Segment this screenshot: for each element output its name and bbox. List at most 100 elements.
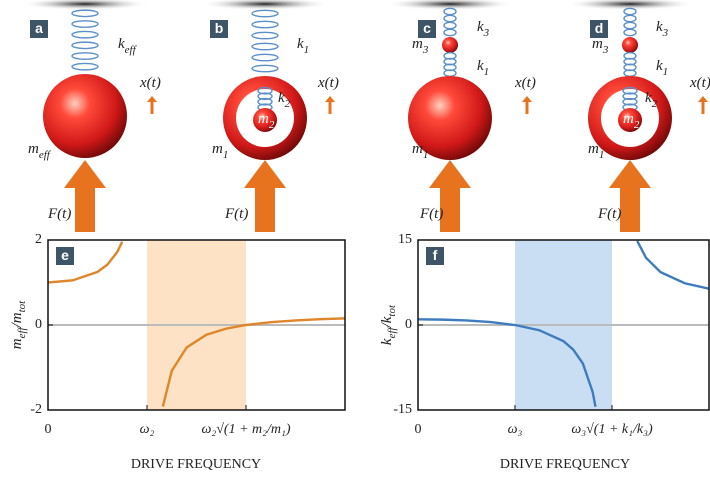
label-text: m — [28, 141, 39, 157]
x-tick-label: 0 — [415, 422, 422, 437]
label-text: x(t) — [514, 75, 536, 91]
label: m3 — [592, 36, 609, 55]
y-tick-label: -15 — [393, 402, 412, 417]
panel-label: c — [423, 20, 431, 36]
spring-coil — [444, 29, 456, 35]
label-text: F(t) — [224, 206, 248, 222]
label-subscript: eff — [39, 149, 52, 161]
y-tick-label: 0 — [405, 317, 412, 332]
label: x(t) — [317, 75, 339, 91]
spring — [72, 10, 98, 70]
label: F(t) — [224, 206, 248, 222]
displacement-arrow — [522, 96, 532, 114]
label-text: x(t) — [139, 75, 161, 91]
label: k1 — [477, 58, 489, 77]
label-subscript: 1 — [423, 149, 429, 161]
y-tick-label: 2 — [35, 232, 42, 247]
spring-coil — [252, 54, 278, 60]
label-text: x(t) — [317, 75, 339, 91]
label: F(t) — [47, 206, 71, 222]
y-tick-label: 0 — [35, 317, 42, 332]
label-subscript: 1 — [663, 66, 669, 78]
spring-coil — [252, 32, 278, 38]
label-text: m — [412, 36, 423, 52]
label-subscript: 2 — [269, 119, 275, 131]
spring — [624, 8, 636, 35]
y-label-text: /k — [379, 316, 395, 328]
spring-coil — [72, 63, 98, 69]
spring-coil — [72, 10, 98, 16]
panel-label: a — [35, 20, 43, 36]
label: F(t) — [597, 206, 621, 222]
y-label-subscript: tot — [386, 304, 398, 317]
label-subscript: 2 — [285, 98, 291, 110]
label-subscript: 1 — [484, 66, 490, 78]
label: k3 — [477, 19, 490, 38]
mass — [43, 74, 127, 158]
label: keff — [118, 36, 138, 55]
panel-label: b — [215, 20, 224, 36]
spring-coil — [72, 53, 98, 59]
spring — [252, 10, 278, 71]
ceiling — [20, 0, 150, 10]
label-text: F(t) — [597, 206, 621, 222]
spring-coil — [72, 42, 98, 48]
mass — [442, 37, 458, 53]
y-label-subscript: tot — [16, 300, 28, 313]
spring — [444, 8, 456, 35]
label-text: m — [623, 111, 634, 127]
spring — [624, 53, 636, 77]
label-subscript: 2 — [634, 119, 640, 131]
label: k1 — [297, 36, 309, 55]
label-subscript: 1 — [599, 149, 605, 161]
x-tick-label: ω₃√(1 + k₁/k₃) — [571, 422, 653, 437]
label: m1 — [212, 141, 228, 160]
label: m3 — [412, 36, 429, 55]
y-axis-label: keff/ktot — [379, 304, 397, 345]
label: x(t) — [514, 75, 536, 91]
label-subscript: 2 — [652, 98, 658, 110]
x-tick-label: ω₂ — [140, 422, 155, 437]
x-tick-label: 0 — [45, 422, 52, 437]
label: meff — [28, 141, 52, 160]
spring-coil — [444, 15, 456, 21]
displacement-arrow — [698, 96, 708, 114]
displacement-arrow — [325, 96, 335, 114]
label: k1 — [656, 58, 668, 77]
label-subscript: 3 — [602, 44, 609, 56]
spring-coil — [72, 31, 98, 37]
y-axis-label: meff/mtot — [9, 300, 27, 349]
spring-coil — [444, 22, 456, 28]
label-subscript: 3 — [422, 44, 429, 56]
label-text: F(t) — [419, 206, 443, 222]
spring-coil — [624, 29, 636, 35]
label: k3 — [656, 19, 669, 38]
y-label-text: /m — [9, 312, 25, 328]
label-subscript: eff — [125, 44, 138, 56]
label-text: m — [258, 111, 269, 127]
label-text: x(t) — [689, 75, 710, 91]
label-text: m — [212, 141, 223, 157]
panel-label: e — [61, 247, 69, 263]
label-text: m — [592, 36, 603, 52]
label: F(t) — [419, 206, 443, 222]
spring — [444, 53, 456, 77]
spring-coil — [624, 15, 636, 21]
force-arrow — [244, 160, 286, 232]
mass — [622, 37, 638, 53]
y-tick-label: -2 — [30, 402, 42, 417]
spring-coil — [624, 22, 636, 28]
figure: akeffx(t)meffF(t)bk1k2m2m1x(t)F(t)ck3m3k… — [0, 0, 710, 481]
spring-coil — [252, 43, 278, 49]
label-text: m — [588, 141, 599, 157]
spring-coil — [72, 21, 98, 27]
displacement-arrow — [147, 96, 157, 114]
label-subscript: 3 — [483, 27, 490, 39]
panel-label: f — [433, 247, 438, 263]
y-tick-label: 15 — [398, 232, 412, 247]
panel-label: d — [595, 20, 604, 36]
spring-coil — [252, 10, 278, 16]
label-subscript: 1 — [304, 44, 310, 56]
label-subscript: 1 — [223, 149, 229, 161]
spring-coil — [252, 65, 278, 71]
